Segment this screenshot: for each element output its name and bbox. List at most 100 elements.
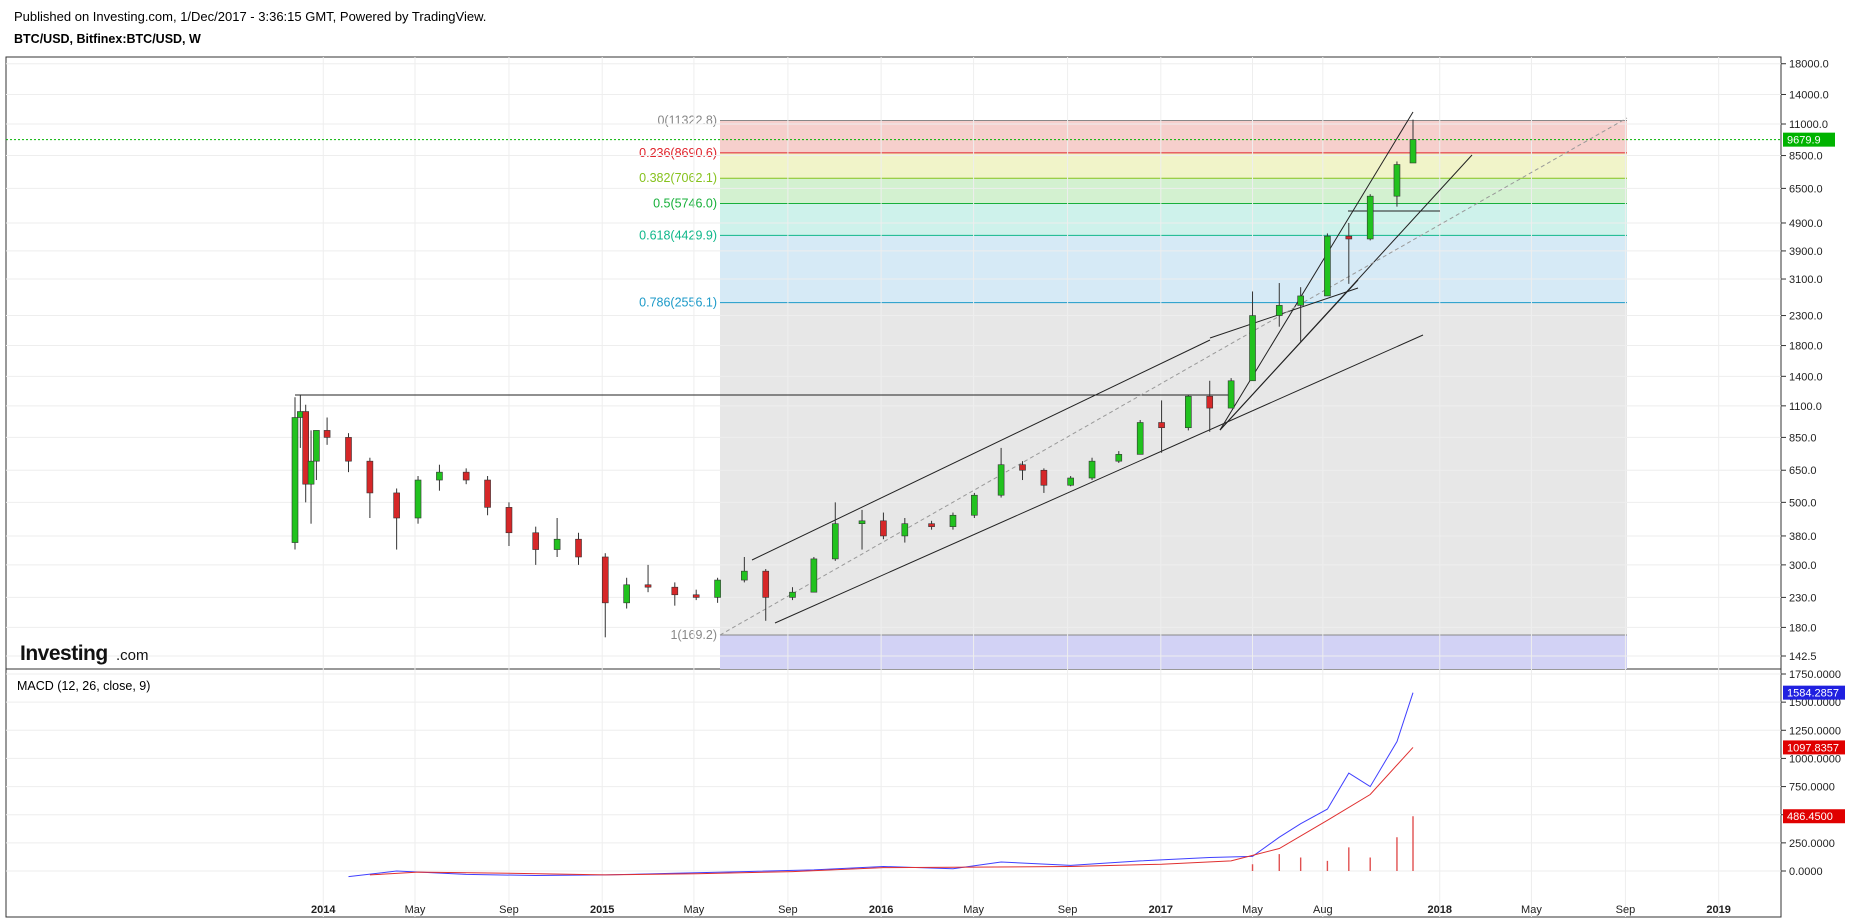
candle-body <box>741 570 748 581</box>
candle-body <box>949 514 957 527</box>
candle-body <box>1249 315 1256 382</box>
candle-body <box>1115 454 1123 462</box>
published-caption: Published on Investing.com, 1/Dec/2017 -… <box>14 9 487 24</box>
candle-body <box>1088 460 1096 479</box>
candle-body <box>553 538 561 550</box>
trend-line <box>1209 287 1359 339</box>
y-tick-label: 650.0 <box>1789 465 1817 477</box>
y-tick-label: 2300.0 <box>1789 311 1823 323</box>
fib-level-label: 0(11322.8) <box>657 113 717 127</box>
x-tick-label: May <box>405 904 426 916</box>
fib-zone <box>720 178 1627 204</box>
fib-zone <box>720 203 1627 236</box>
fib-zone-bottom <box>720 634 1627 669</box>
y-tick-label: 300.0 <box>1789 560 1817 572</box>
axes: 2014 May Sep 2015 May Sep 2016 May Sep 2017 May Aug… <box>311 59 1845 916</box>
fib-zone <box>720 302 1627 635</box>
macd-tick-label: 250.0000 <box>1789 838 1835 850</box>
fibonacci-retracement: 0(11322.8) 0.236(8690.6) 0.382(7062.1) 0.5(… <box>639 113 1627 669</box>
symbol-caption: BTC/USD, Bitfinex:BTC/USD, W <box>14 32 201 46</box>
y-tick-label: 4900.0 <box>1789 218 1823 230</box>
macd-tick-label: 1750.0000 <box>1789 669 1841 681</box>
x-tick-label: Sep <box>499 904 519 916</box>
candle-body <box>532 532 540 550</box>
last-price-badge <box>1783 132 1835 147</box>
macd-tick-label: 1000.0000 <box>1789 753 1841 765</box>
candle-body <box>789 591 796 598</box>
macd-value-label: 486.4500 <box>1787 811 1833 823</box>
candle-body <box>1345 235 1353 240</box>
fib-zone <box>720 235 1627 303</box>
y-tick-label: 142.5 <box>1789 651 1817 663</box>
candle-body <box>971 494 978 516</box>
macd-title: MACD (12, 26, close, 9) <box>17 679 150 693</box>
macd-value-badge <box>1783 809 1845 824</box>
fib-level-label: 0.382(7062.1) <box>639 171 717 185</box>
candle-body <box>692 594 700 598</box>
candle-body <box>1158 422 1165 429</box>
candle-body <box>1040 469 1048 486</box>
fib-level-label: 0.618(4429.9) <box>639 228 717 242</box>
candle-body <box>671 586 679 596</box>
macd-series-line <box>348 692 1414 878</box>
candle-body <box>831 523 839 560</box>
macd-tick-label: 1250.0000 <box>1789 725 1841 737</box>
candle-body <box>436 471 443 481</box>
macd-value-badge <box>1783 740 1845 755</box>
y-tick-label: 850.0 <box>1789 432 1817 444</box>
x-tick-label: Aug <box>1313 904 1333 916</box>
fib-zone <box>720 152 1627 179</box>
candle-body <box>393 492 400 519</box>
candle-body <box>345 437 352 462</box>
candle-body <box>762 570 770 598</box>
x-tick-label: May <box>963 904 984 916</box>
candle-body <box>623 584 630 604</box>
y-tick-label: 1800.0 <box>1789 341 1823 353</box>
candle-body <box>997 464 1005 496</box>
x-tick-label: 2016 <box>869 904 893 916</box>
candle-body <box>901 523 909 537</box>
y-tick-label: 8500.0 <box>1789 151 1823 163</box>
x-tick-label: 2019 <box>1706 904 1730 916</box>
candle-body <box>1297 295 1304 306</box>
x-tick-label: 2018 <box>1428 904 1452 916</box>
x-tick-label: Sep <box>778 904 798 916</box>
y-tick-label: 14000.0 <box>1789 89 1829 101</box>
macd-tick-label: 1500.0000 <box>1789 697 1841 709</box>
candle-body <box>302 411 309 485</box>
candle-body <box>1019 464 1026 471</box>
candle-body <box>644 584 652 588</box>
candle-body <box>323 430 331 438</box>
y-tick-label: 230.0 <box>1789 592 1817 604</box>
candle-body <box>714 579 721 598</box>
candle-body <box>1393 164 1401 197</box>
y-tick-label: 11000.0 <box>1789 119 1828 131</box>
macd-tick-label: 750.0000 <box>1789 782 1835 794</box>
candle-body <box>414 479 422 519</box>
investing-logo[interactable]: Investing .com <box>20 642 149 665</box>
candle-body <box>307 460 315 485</box>
y-tick-label: 3100.0 <box>1789 274 1823 286</box>
trend-line <box>751 339 1211 561</box>
candle-body <box>1227 380 1235 409</box>
trend-line <box>1219 279 1359 431</box>
candle-body <box>484 479 491 508</box>
macd-panel: MACD (12, 26, close, 9) <box>17 679 1414 878</box>
fib-level-label: 0.5(5746.0) <box>653 196 717 210</box>
y-tick-label: 3900.0 <box>1789 246 1823 258</box>
candle-body <box>1275 305 1283 316</box>
trend-lines <box>6 111 1781 636</box>
x-tick-label: May <box>684 904 705 916</box>
fib-level-label: 0.236(8690.6) <box>639 146 717 160</box>
candle-body <box>1185 395 1192 429</box>
y-tick-label: 6500.0 <box>1789 183 1823 195</box>
y-tick-label: 380.0 <box>1789 531 1817 543</box>
x-tick-label: May <box>1521 904 1542 916</box>
y-tick-label: 180.0 <box>1789 622 1817 634</box>
x-tick-label: 2015 <box>590 904 614 916</box>
y-tick-label: 500.0 <box>1789 497 1817 509</box>
macd-value-badge <box>1783 685 1845 700</box>
candle-body <box>462 471 470 481</box>
candle-body <box>1136 422 1144 455</box>
